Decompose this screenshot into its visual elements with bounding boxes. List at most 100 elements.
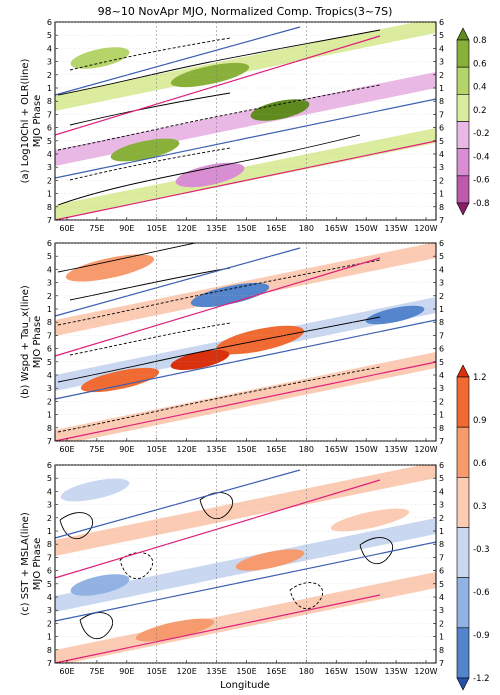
y-tick-label: 6 (439, 345, 444, 354)
x-tick-label: 60E (59, 667, 74, 676)
y-tick-label: 7 (47, 437, 52, 446)
colorbar-label: -0.3 (473, 545, 490, 555)
shading-spot-b6 (80, 367, 160, 393)
colorbar-label: 0.9 (473, 416, 487, 426)
contour-b1 (57, 243, 198, 273)
colorbar-label: -1.2 (473, 674, 490, 684)
y-tick-label: 8 (439, 203, 444, 212)
panel-c-phase-lines (54, 469, 437, 664)
y-tick-label: 2 (439, 176, 444, 185)
phase-line-c-blue-2 (54, 469, 301, 539)
contour-b6 (69, 322, 231, 356)
y-tick-label: 8 (439, 318, 444, 327)
colorbar-segment (456, 148, 470, 177)
x-tick-label: 120E (177, 224, 197, 233)
y-tick-label: 8 (47, 318, 52, 327)
y-tick-label: 8 (47, 646, 52, 655)
x-tick-label: 135E (206, 224, 226, 233)
y-tick-label: 4 (439, 44, 444, 53)
contour-b5 (69, 267, 231, 301)
panel-b-yticks-right: 7 8 1 2 3 4 5 6 7 8 1 2 3 4 5 6 (433, 239, 444, 446)
shading-band-c3 (55, 465, 436, 556)
shading-spot-c2 (70, 574, 130, 596)
y-tick-label: 8 (439, 424, 444, 433)
y-tick-label: 3 (47, 384, 52, 393)
y-tick-label: 1 (439, 305, 444, 314)
x-tick-label: 135E (206, 667, 226, 676)
y-tick-label: 7 (439, 331, 444, 340)
panel-a: 7 8 1 2 3 4 5 6 7 8 1 2 3 4 5 6 7 8 1 2 3 4 5 6 7 8 1 2 3 4 5 6 60E 75E… (20, 18, 490, 233)
phase-line-c-pink-1 (54, 594, 381, 664)
shading-spot-c5 (135, 618, 215, 642)
shading-spot-a4 (250, 99, 310, 121)
y-tick-label: 7 (439, 110, 444, 119)
shading-spot-b1 (65, 254, 155, 282)
y-tick-label: 2 (47, 514, 52, 523)
colorbar-label: -0.9 (473, 631, 490, 641)
shading-spot-a3 (170, 62, 250, 88)
y-tick-label: 4 (439, 487, 444, 496)
panel-a-colorbar: 0.8 0.6 0.4 0.2 -0.2 -0.4 -0.6 -0.8 (456, 27, 490, 216)
x-tick-label: 165W (325, 445, 348, 454)
y-tick-label: 4 (439, 150, 444, 159)
y-tick-label: 7 (439, 216, 444, 225)
colorbar-segment (456, 477, 470, 528)
panel-c-ylabel: (c) SST + MSLA(line) (20, 512, 31, 616)
colorbar-label: -0.6 (473, 588, 490, 598)
panel-c-yticks-left: 7 8 1 2 3 4 5 6 7 8 1 2 3 4 5 6 (47, 461, 436, 668)
y-tick-label: 1 (439, 84, 444, 93)
panel-c: 7 8 1 2 3 4 5 6 7 8 1 2 3 4 5 6 7 8 1 2 3 4 5 6 7 8 1 2 3 4 5 6 60E 75E… (20, 461, 444, 676)
x-tick-label: 165W (325, 667, 348, 676)
x-tick-label: 60E (59, 224, 74, 233)
colorbar-label: -0.6 (473, 176, 490, 186)
y-tick-label: 7 (47, 331, 52, 340)
y-tick-label: 1 (47, 305, 52, 314)
y-tick-label: 5 (439, 474, 444, 483)
colorbar-label: -0.8 (473, 199, 490, 209)
x-tick-label: 165E (266, 224, 286, 233)
shading-spot-c1 (60, 478, 130, 502)
contour-a3 (57, 29, 381, 96)
y-tick-label: 4 (47, 44, 52, 53)
y-tick-label: 4 (47, 265, 52, 274)
phase-line-a-blue-2 (54, 26, 301, 96)
colorbar-segment (456, 364, 470, 378)
contour-a1 (57, 134, 361, 206)
x-tick-label: 150E (236, 667, 256, 676)
y-tick-label: 2 (439, 514, 444, 523)
phase-line-a-blue-1 (54, 98, 437, 179)
x-axis-label: Longitude (220, 680, 270, 691)
shading-spot-a2 (175, 162, 245, 188)
y-tick-label: 4 (439, 265, 444, 274)
contour-b4 (57, 366, 381, 433)
y-tick-label: 1 (47, 527, 52, 536)
y-tick-label: 1 (439, 633, 444, 642)
y-tick-label: 1 (47, 84, 52, 93)
y-tick-label: 7 (47, 110, 52, 119)
panel-b-contours (57, 243, 381, 433)
contour-a2 (57, 84, 381, 151)
y-tick-label: 5 (439, 580, 444, 589)
y-tick-label: 5 (47, 474, 52, 483)
panel-a-contours (57, 29, 381, 206)
colorbar-segment (456, 66, 470, 95)
y-tick-label: 6 (439, 124, 444, 133)
y-tick-label: 2 (439, 292, 444, 301)
y-tick-label: 3 (439, 606, 444, 615)
y-tick-label: 5 (439, 252, 444, 261)
x-tick-label: 150W (355, 667, 378, 676)
x-tick-label: 180 (299, 445, 314, 454)
y-tick-label: 4 (439, 593, 444, 602)
colorbar-segment (456, 677, 470, 691)
shading-spot-c3 (235, 549, 305, 571)
y-tick-label: 8 (439, 540, 444, 549)
y-tick-label: 2 (47, 292, 52, 301)
y-tick-label: 8 (47, 203, 52, 212)
y-tick-label: 2 (439, 71, 444, 80)
shading-spot-a1 (110, 138, 180, 162)
y-tick-label: 8 (439, 646, 444, 655)
y-tick-label: 1 (439, 527, 444, 536)
x-tick-label: 105E (147, 445, 167, 454)
y-tick-label: 5 (47, 358, 52, 367)
x-tick-label: 120E (177, 667, 197, 676)
